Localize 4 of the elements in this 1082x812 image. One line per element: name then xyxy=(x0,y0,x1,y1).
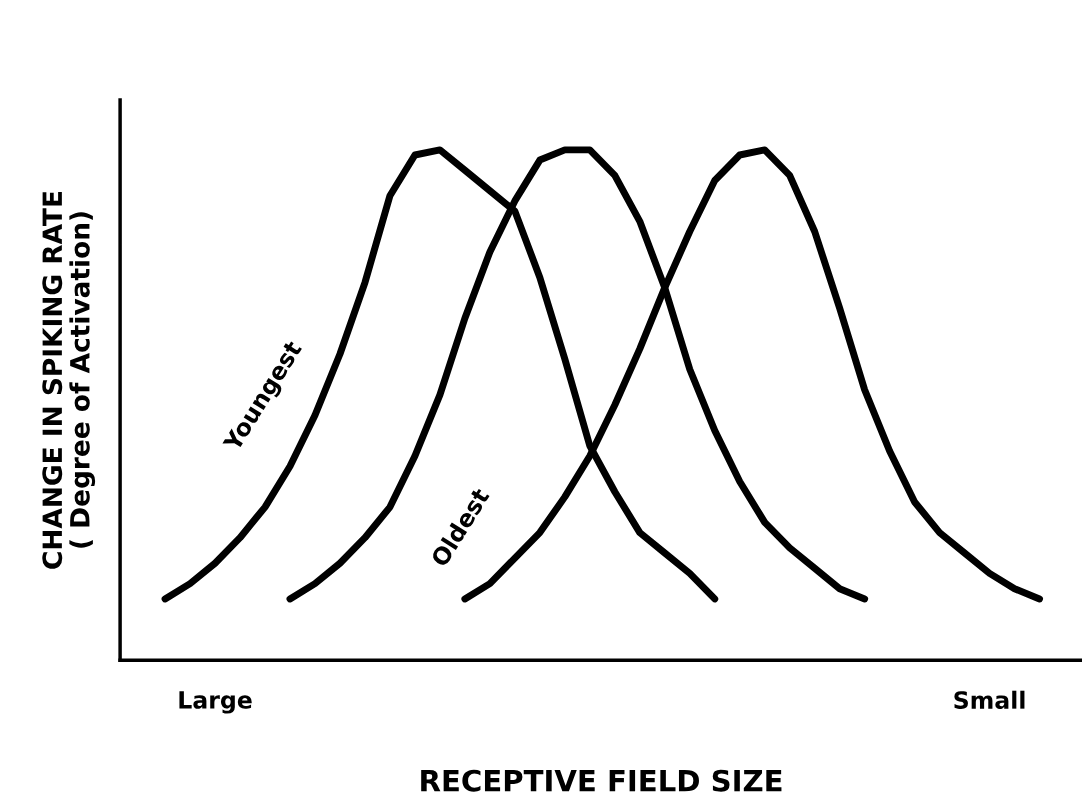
y-axis-title: CHANGE IN SPIKING RATE ( Degree of Activation) xyxy=(42,191,96,569)
x-tick-label: Small xyxy=(954,690,1025,709)
x-tick-label: Large xyxy=(179,691,252,714)
x-axis-title: RECEPTIVE FIELD SIZE xyxy=(421,769,782,792)
